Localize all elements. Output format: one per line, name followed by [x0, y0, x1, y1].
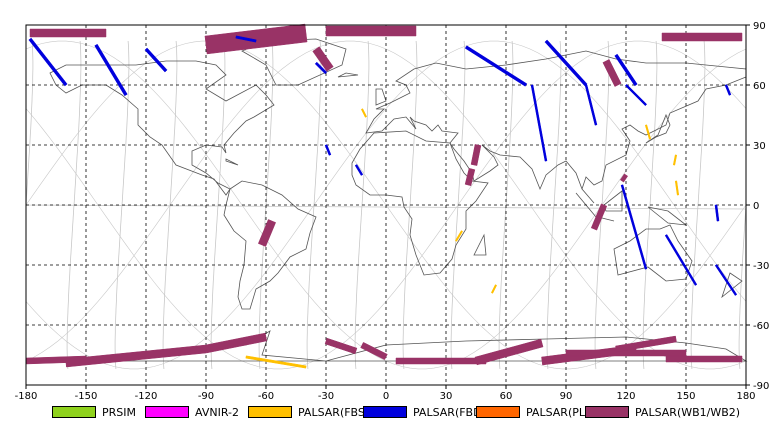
fbd-swath: [724, 84, 732, 96]
legend-label: PALSAR(FBS): [298, 405, 370, 419]
coastline: [365, 50, 747, 204]
legend-label: PALSAR(FBD): [413, 405, 486, 419]
wb-swath: [360, 341, 388, 361]
wb-swath: [257, 219, 277, 247]
wb-swath: [470, 144, 482, 166]
coastline: [337, 72, 359, 78]
graticule: [26, 25, 746, 385]
wb-swath: [204, 23, 308, 55]
legend-swatch: [585, 406, 629, 418]
legend: PRSIM AVNIR-2 PALSAR(FBS) PALSAR(FBD) PA…: [0, 401, 770, 423]
fbd-swath: [544, 39, 588, 87]
wb-swath: [619, 173, 629, 183]
y-tick-label: 60: [753, 81, 766, 92]
legend-item-avnir2: AVNIR-2: [145, 405, 239, 419]
legend-label: AVNIR-2: [195, 405, 239, 419]
coastline: [375, 88, 387, 106]
wb-swath: [665, 355, 743, 363]
fbd-swath: [28, 37, 68, 87]
wb-swath: [395, 357, 487, 365]
y-tick-label: -30: [753, 261, 769, 272]
wb-swath: [474, 338, 544, 366]
fbd-swath: [624, 83, 648, 107]
fbs-swath: [245, 355, 307, 369]
legend-item-palsar-fbd: PALSAR(FBD): [363, 405, 486, 419]
observation-swaths: [25, 23, 743, 369]
legend-item-palsar-plr: PALSAR(PLR): [476, 405, 597, 419]
legend-swatch: [363, 406, 407, 418]
x-tick-label: 150: [676, 391, 695, 402]
wb-swath: [565, 349, 687, 357]
wb-swath: [602, 59, 622, 87]
fbd-swath: [664, 234, 698, 286]
coastline: [225, 158, 239, 166]
fbd-swath: [94, 43, 128, 97]
legend-swatch: [145, 406, 189, 418]
wb-swath: [615, 335, 677, 353]
y-tick-labels: 90 60 30 0 -30 -60 -90: [746, 21, 769, 392]
wb-swath: [325, 25, 417, 37]
y-tick-label: 30: [753, 141, 766, 152]
coastline: [613, 224, 693, 282]
fbs-swath: [674, 180, 680, 196]
legend-label: PRSIM: [102, 405, 136, 419]
wb-swath: [590, 203, 608, 231]
fbs-swath: [672, 154, 678, 166]
fbd-swath: [614, 53, 638, 87]
x-tick-label: 30: [440, 391, 453, 402]
legend-swatch: [476, 406, 520, 418]
x-tick-labels: -180 -150 -120 -90 -60 -30 0 30 60 90 120 150 180: [15, 385, 756, 402]
legend-item-palsar-fbs: PALSAR(FBS): [248, 405, 369, 419]
y-tick-label: -60: [753, 321, 769, 332]
legend-swatch: [52, 406, 96, 418]
x-tick-label: 0: [383, 391, 389, 402]
fbd-swath: [464, 45, 528, 87]
coastline: [223, 180, 317, 310]
x-tick-label: -150: [75, 391, 98, 402]
fbd-swath: [314, 61, 328, 75]
fbs-swath: [360, 108, 368, 118]
x-tick-label: 90: [560, 391, 573, 402]
wb-swath: [464, 167, 476, 187]
fbd-swath: [584, 84, 598, 126]
legend-swatch: [248, 406, 292, 418]
x-tick-label: 60: [500, 391, 513, 402]
fbd-swath: [235, 35, 257, 43]
coastline: [645, 113, 671, 144]
wb-swath: [661, 32, 743, 42]
wb-swath: [312, 46, 334, 72]
y-tick-label: 0: [753, 201, 759, 212]
x-tick-label: 120: [616, 391, 635, 402]
legend-item-prsim: PRSIM: [52, 405, 136, 419]
y-tick-label: -90: [753, 381, 769, 392]
fbs-swath: [490, 284, 498, 294]
x-tick-label: 180: [736, 391, 755, 402]
x-tick-label: -120: [135, 391, 158, 402]
legend-label: PALSAR(PLR): [526, 405, 597, 419]
x-tick-label: -90: [198, 391, 214, 402]
x-tick-label: -180: [15, 391, 38, 402]
fbd-swath: [620, 184, 648, 270]
y-tick-label: 90: [753, 21, 766, 32]
fbd-swath: [144, 47, 168, 73]
fbs-swath: [644, 124, 652, 140]
fbs-swath: [454, 230, 464, 242]
wb-swath: [29, 28, 107, 38]
fbd-swath: [714, 264, 738, 296]
coastline: [473, 233, 487, 256]
coastline: [241, 38, 347, 86]
x-tick-label: -30: [318, 391, 334, 402]
legend-item-palsar-wb: PALSAR(WB1/WB2): [585, 405, 740, 419]
x-tick-label: -60: [258, 391, 274, 402]
wb-swath: [324, 337, 358, 355]
legend-label: PALSAR(WB1/WB2): [635, 405, 741, 419]
fbd-swath: [324, 144, 332, 156]
fbd-swath: [354, 164, 364, 176]
coastline: [351, 130, 489, 276]
fbd-swath: [530, 84, 548, 162]
fbd-swath: [714, 204, 720, 222]
wb-swath: [204, 332, 268, 354]
